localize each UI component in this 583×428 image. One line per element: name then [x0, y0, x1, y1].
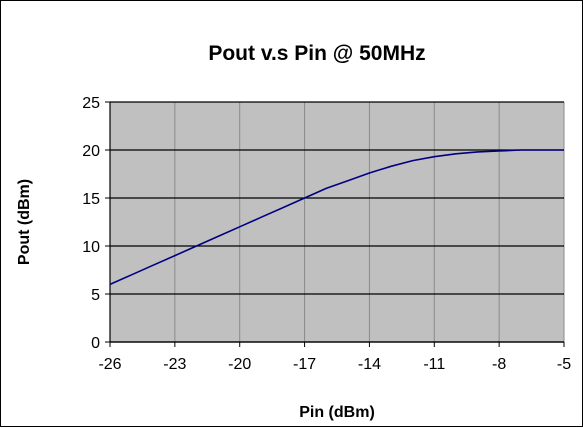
x-tick-labels: -26 -23 -20 -17 -14 -11 -8 -5 — [98, 356, 571, 373]
horizontal-gridlines — [105, 101, 564, 343]
x-tick-label: -17 — [293, 356, 316, 373]
y-tick-label: 20 — [82, 143, 100, 160]
x-tick-label: -26 — [98, 356, 121, 373]
x-tick-label: -20 — [228, 356, 251, 373]
chart-title: Pout v.s Pin @ 50MHz — [208, 42, 425, 65]
y-tick-label: 15 — [82, 191, 100, 208]
y-axis-title: Pout (dBm) — [16, 179, 33, 265]
x-tick-label: -5 — [557, 356, 571, 373]
y-tick-label: 10 — [82, 239, 100, 256]
series-layer — [109, 149, 564, 286]
plot-area — [110, 102, 564, 342]
x-tick-label: -14 — [358, 356, 381, 373]
y-tick-label: 5 — [91, 287, 100, 304]
x-tick-label: -11 — [423, 356, 445, 373]
x-tick-label: -23 — [163, 356, 186, 373]
x-axis-title: Pin (dBm) — [299, 404, 375, 421]
y-tick-labels: 0 5 10 15 20 25 — [82, 95, 100, 352]
y-tick-label: 0 — [91, 335, 100, 352]
y-tick-label: 25 — [82, 95, 100, 112]
x-tick-label: -8 — [492, 356, 506, 373]
series-line — [109, 149, 564, 286]
